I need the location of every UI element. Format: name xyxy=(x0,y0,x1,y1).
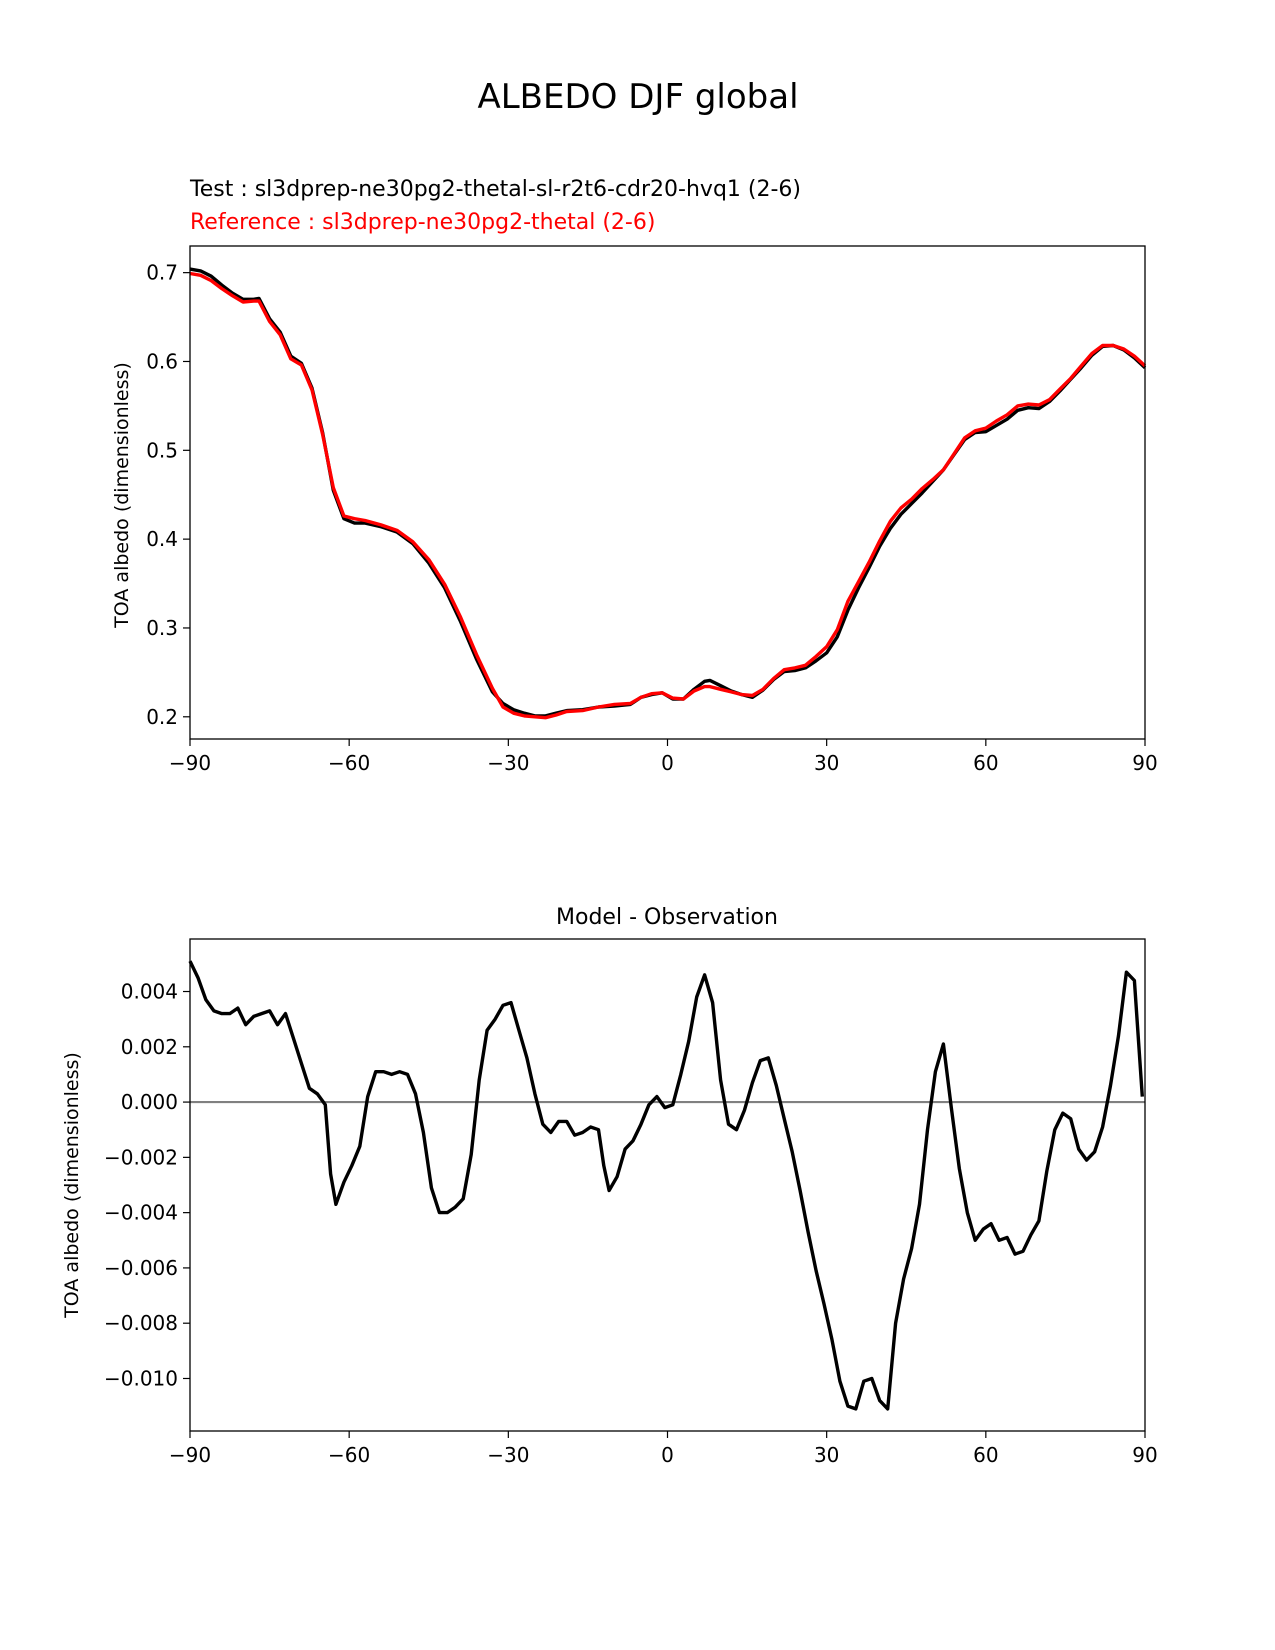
top-ticks: −90 −60 −30 0 30 60 90 0.2 0.3 0.4 0.5 0.6 0.7 xyxy=(146,261,1158,775)
y-tick-label: −0.002 xyxy=(104,1145,178,1169)
bottom-title: Model - Observation xyxy=(556,905,778,930)
x-tick-label: 30 xyxy=(814,1443,839,1467)
x-tick-label: −30 xyxy=(487,1443,529,1467)
y-tick-label: 0.2 xyxy=(146,705,178,729)
reference-series-line xyxy=(189,271,1147,720)
x-tick-label: −90 xyxy=(169,751,211,775)
reference-label: Reference : sl3dprep-ne30pg2-thetal (2-6… xyxy=(190,210,655,235)
x-tick-label: 30 xyxy=(814,751,839,775)
figure-title: ALBEDO DJF global xyxy=(477,77,798,117)
x-tick-label: 0 xyxy=(661,751,674,775)
x-tick-label: −60 xyxy=(328,751,370,775)
x-tick-label: 60 xyxy=(973,751,998,775)
bottom-panel: Model - Observation TOA albedo (dimensio… xyxy=(61,905,1158,1467)
y-tick-label: 0.002 xyxy=(121,1035,178,1059)
bottom-lines xyxy=(188,960,1145,1411)
y-tick-label: 0.5 xyxy=(146,438,178,462)
bottom-y-axis-label: TOA albedo (dimensionless) xyxy=(61,1052,83,1319)
y-tick-label: 0.7 xyxy=(146,261,178,285)
test-series-line xyxy=(188,960,1144,1411)
y-tick-label: 0.3 xyxy=(146,616,178,640)
y-tick-label: −0.006 xyxy=(104,1256,178,1280)
y-tick-label: 0.004 xyxy=(121,980,178,1004)
x-tick-label: 0 xyxy=(661,1443,674,1467)
bottom-plot-frame xyxy=(189,938,1146,1432)
x-tick-label: −90 xyxy=(169,1443,211,1467)
y-tick-label: 0.4 xyxy=(146,527,178,551)
top-plot-frame xyxy=(189,245,1146,740)
y-tick-label: −0.008 xyxy=(104,1311,178,1335)
bottom-ticks: −90 −60 −30 0 30 60 90 0.004 0.002 0.000 −0.002 −0.… xyxy=(104,980,1158,1467)
x-tick-label: 60 xyxy=(973,1443,998,1467)
top-lines xyxy=(189,267,1147,720)
x-tick-label: −60 xyxy=(328,1443,370,1467)
test-series-line xyxy=(189,267,1147,718)
y-tick-label: 0.6 xyxy=(146,349,178,373)
test-label: Test : sl3dprep-ne30pg2-thetal-sl-r2t6-c… xyxy=(189,177,801,202)
top-y-axis-label: TOA albedo (dimensionless) xyxy=(111,362,133,629)
top-panel: Test : sl3dprep-ne30pg2-thetal-sl-r2t6-c… xyxy=(111,177,1158,775)
y-tick-label: −0.010 xyxy=(104,1366,178,1390)
x-tick-label: −30 xyxy=(487,751,529,775)
y-tick-label: 0.000 xyxy=(121,1090,178,1114)
x-tick-label: 90 xyxy=(1132,751,1157,775)
y-tick-label: −0.004 xyxy=(104,1201,178,1225)
x-tick-label: 90 xyxy=(1132,1443,1157,1467)
